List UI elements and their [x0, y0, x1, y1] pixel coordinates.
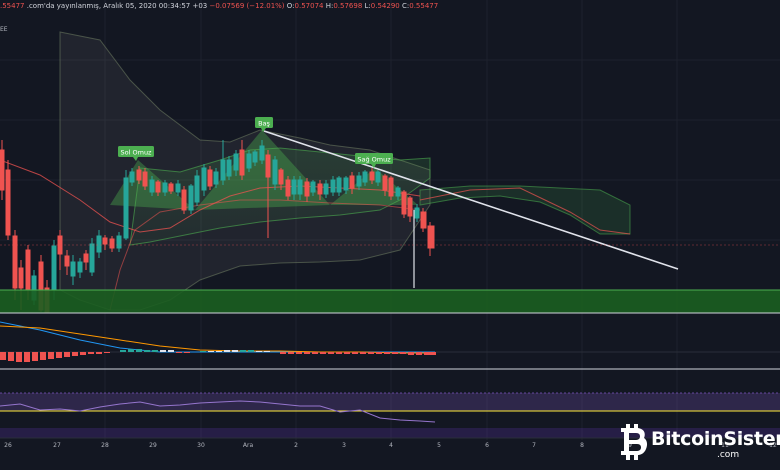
info-high: 0.57698: [333, 2, 363, 10]
info-close: 0.55477: [409, 2, 439, 10]
info-open-label: O:: [286, 2, 295, 10]
bitcoinsistemi-watermark: BitcoinSistemi .com: [617, 424, 780, 466]
info-publish: .com'da yayınlanmış, Aralık 05, 2020 00:…: [26, 2, 208, 10]
rsi-lower-band: [0, 428, 780, 438]
moving-average-lower: [109, 199, 421, 311]
support-zone[interactable]: [0, 290, 780, 313]
ichimoku-cloud: [419, 185, 631, 235]
macd-histogram-light: [160, 350, 270, 352]
macd-line: [0, 321, 435, 353]
macd-histogram: [0, 352, 436, 362]
indicator-label[interactable]: EE: [0, 26, 8, 33]
rsi-line: [0, 400, 436, 423]
candles[interactable]: [0, 140, 435, 313]
symbol-info-bar: .55477 .com'da yayınlanmış, Aralık 05, 2…: [0, 0, 438, 13]
info-low-label: L:: [364, 2, 371, 10]
info-low: 0.54290: [370, 2, 400, 10]
macd-signal-line: [0, 325, 435, 354]
info-close-label: C:: [401, 2, 410, 10]
info-last: .55477: [0, 2, 25, 10]
info-open: 0.57074: [294, 2, 324, 10]
info-high-label: H:: [325, 2, 334, 10]
trend-line[interactable]: [263, 130, 679, 270]
watermark-domain: .com: [717, 450, 740, 460]
rsi-pane[interactable]: [0, 392, 780, 438]
watermark-name: BitcoinSistemi: [651, 428, 780, 450]
cloud-lower-line: [419, 187, 631, 235]
bitcoin-sistemi-logo-icon: [621, 424, 648, 460]
rsi-band: [0, 393, 780, 411]
info-change: −0.07569 (−12.01%): [209, 2, 285, 10]
macd-pane[interactable]: [0, 321, 780, 362]
macd-histogram-positive: [120, 349, 254, 352]
